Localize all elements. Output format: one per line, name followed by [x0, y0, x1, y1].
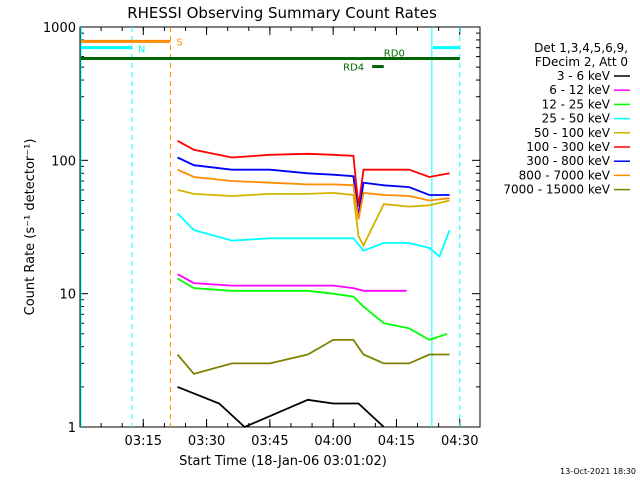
legend-header-line-2: FDecim 2, Att 0 [535, 55, 628, 69]
x-tick-label: 03:30 [188, 434, 225, 449]
legend-label: 3 - 6 keV [557, 69, 611, 83]
y-axis-label: Count Rate (s⁻¹ detector⁻¹) [23, 139, 38, 316]
x-tick-label: 04:00 [314, 434, 351, 449]
flag-bars: N S RD0 RD4 [81, 37, 460, 74]
flag-label: RD0 [384, 49, 405, 60]
legend-label: 7000 - 15000 keV [503, 183, 610, 197]
x-axis-label: Start Time (18-Jan-06 03:01:02) [179, 454, 387, 469]
series-line-2 [177, 277, 448, 341]
series-line-3 [176, 212, 451, 259]
x-tick-label: 03:15 [125, 434, 162, 449]
y-axis: 1 10 100 1000 [43, 21, 480, 436]
y-tick-label: 1 [68, 421, 76, 436]
flag-label: N [138, 45, 145, 56]
y-tick-label: 100 [51, 154, 76, 169]
legend-label: 12 - 25 keV [542, 97, 611, 111]
chart-title: RHESSI Observing Summary Count Rates [127, 4, 437, 22]
series-line-0 [177, 386, 385, 429]
series-line-1 [177, 273, 407, 292]
plot-area [79, 26, 481, 428]
legend-label: 100 - 300 keV [526, 140, 610, 154]
legend-label: 50 - 100 keV [534, 126, 611, 140]
series-line-6 [177, 156, 450, 217]
legend-header-line-1: Det 1,3,4,5,6,9, [534, 41, 628, 55]
series-line-8 [176, 338, 450, 375]
legend-label: 25 - 50 keV [542, 112, 611, 126]
flag-label: S [176, 37, 182, 48]
legend-label: 6 - 12 keV [549, 83, 611, 97]
footer-timestamp: 13-Oct-2021 18:30 [560, 467, 636, 476]
y-tick-label: 10 [59, 288, 76, 303]
legend-label: 800 - 7000 keV [519, 168, 611, 182]
flag-label: RD4 [343, 63, 364, 74]
plot-frame [79, 26, 481, 428]
legend-label: 300 - 800 keV [526, 154, 610, 168]
legend: Det 1,3,4,5,6,9, FDecim 2, Att 0 3 - 6 k… [503, 41, 630, 197]
y-tick-label: 1000 [43, 21, 76, 36]
series-line-5 [177, 140, 450, 207]
series-line-4 [177, 189, 450, 248]
series-line-7 [177, 168, 450, 220]
x-tick-label: 04:15 [378, 434, 415, 449]
series-lines [176, 140, 451, 429]
x-tick-label: 04:30 [441, 434, 478, 449]
reference-lines [80, 27, 461, 427]
x-tick-label: 03:45 [251, 434, 288, 449]
